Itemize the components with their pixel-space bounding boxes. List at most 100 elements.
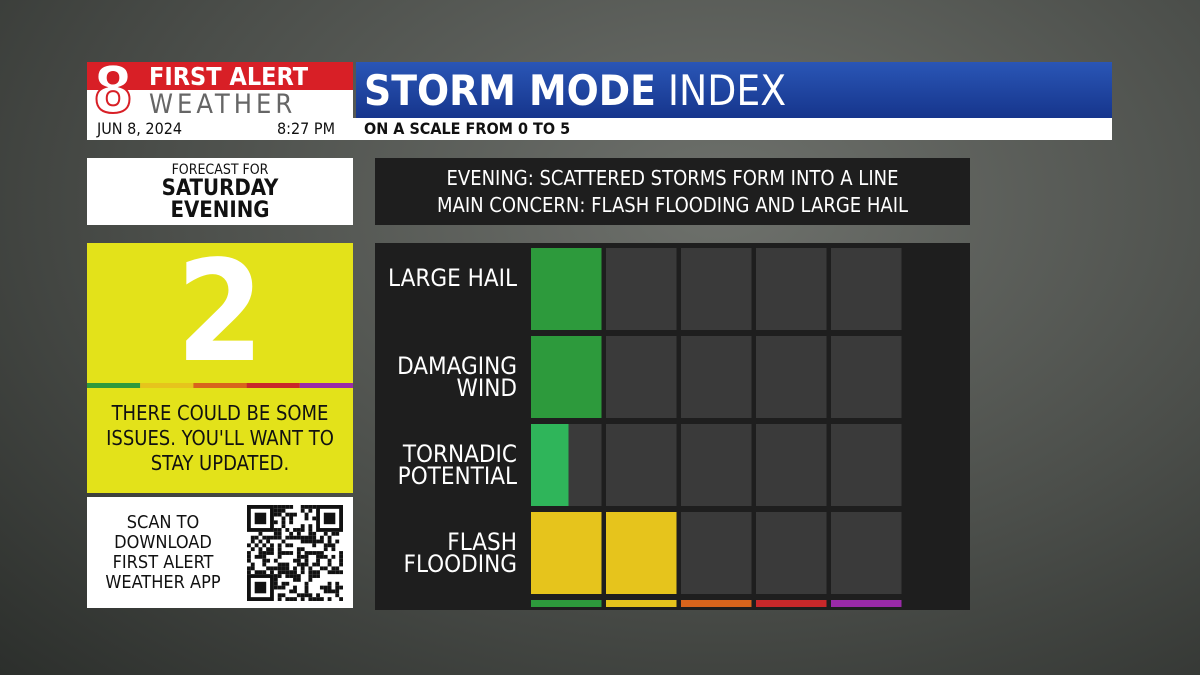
qr-module [262,543,267,548]
qr-module [289,512,294,517]
qr-module [312,516,317,521]
qr-module [335,539,340,544]
qr-module [277,570,282,575]
qr-module [300,524,305,529]
qr-module [308,570,313,575]
channel: 8 [92,53,134,129]
qr-module [331,589,336,594]
index-level: 2 [176,231,264,394]
qr-module [285,512,290,517]
qr-module [331,531,336,536]
qr-module [277,585,282,590]
qr-module [285,551,290,555]
bar [531,248,602,330]
scale-swatch [606,600,677,607]
qr-module [262,551,267,555]
qr-module [281,520,286,525]
qr-module [273,558,278,563]
qr-module [281,551,286,555]
cell [756,512,827,594]
qr-module [339,551,343,555]
qr-module [300,562,305,567]
qr-module [312,505,317,509]
qr-finder [316,505,343,532]
qr-module [281,524,286,529]
qr-module [312,551,317,555]
qr-module [319,539,324,544]
qr-module [266,539,271,544]
qr-module [258,531,263,536]
qr-module [293,512,297,517]
qr-module [312,597,317,601]
qr-module [304,589,309,594]
cell [606,424,677,506]
qr-module [335,531,340,536]
qr-module [316,574,320,578]
qr-module [281,508,286,513]
qr-module [316,551,320,555]
cell [681,424,752,506]
qr-module [258,539,263,544]
qr-module [304,558,309,563]
qr-module [270,566,274,571]
qr-module [273,585,278,590]
qr-module [285,562,290,567]
time: 8:27 PM [277,119,335,138]
scale-swatch [681,600,752,607]
qr-module [316,570,320,575]
qr-module [273,535,278,540]
qr-module [308,551,313,555]
subtitle: ON A SCALE FROM 0 TO 5 [364,119,571,138]
qr-module [312,574,317,578]
forecast-label: FORECAST FOR [171,161,269,178]
qr-module [285,535,290,540]
bar [531,424,569,506]
qr-finder [323,512,336,525]
qr-module [281,581,286,586]
qr-module [277,551,282,555]
qr-module [293,535,297,540]
bar [531,512,602,594]
qr-module [289,589,294,594]
qr-module [289,574,294,578]
qr-module [304,585,309,590]
qr-module [273,512,278,517]
qr-module [270,547,274,552]
qr-module [327,535,332,540]
title-bold: STORM MODE [364,66,656,115]
qr-module [250,539,255,544]
qr-module [308,535,313,540]
qr-module [296,577,301,582]
qr-module [304,516,309,521]
qr-module [312,543,317,548]
subheader: JUN 8, 2024 8:27 PM ON A SCALE FROM 0 TO… [87,118,1112,140]
qr-module [339,597,343,601]
qr-module [273,528,278,532]
qr-module [323,547,328,552]
qr-module [270,551,274,555]
qr-module [327,597,332,601]
qr-module [308,508,313,513]
qr-module [323,585,328,590]
qr-module [296,574,301,578]
qr-module [304,535,309,540]
qr-module [289,597,294,601]
qr-module [266,558,271,563]
qr-module [254,543,259,548]
qr-module [308,539,313,544]
date: JUN 8, 2024 [97,119,183,138]
qr-module [300,505,305,509]
scale-swatch [831,600,902,607]
qr-module [277,531,282,536]
qr-module [281,505,286,509]
qr-module [247,551,251,555]
qr-module [262,554,267,559]
qr-module [273,505,278,509]
qr-module [273,577,278,582]
qr-module [331,547,336,552]
app-text: SCAN TO DOWNLOAD FIRST ALERT WEATHER APP [105,511,221,593]
qr-module [281,570,286,575]
qr-module [304,554,309,559]
qr-finder [247,505,274,532]
qr-module [335,585,340,590]
